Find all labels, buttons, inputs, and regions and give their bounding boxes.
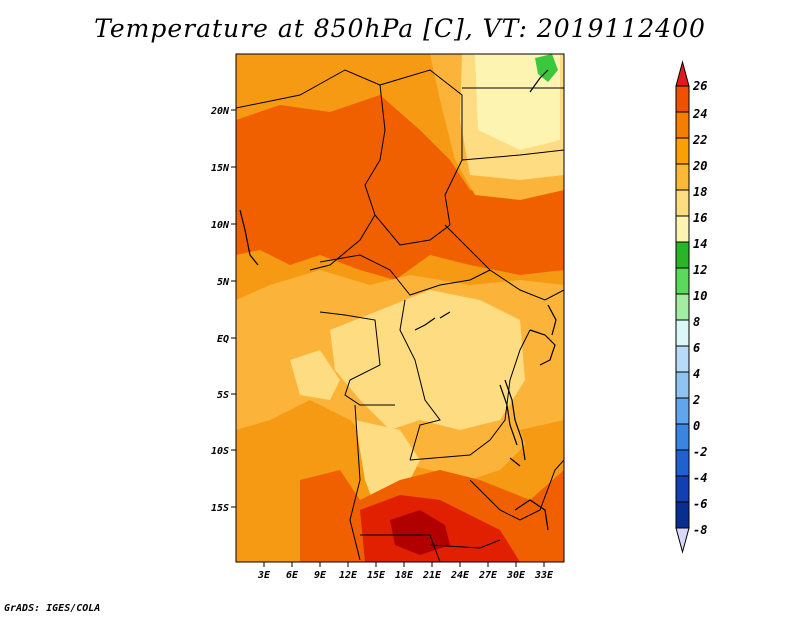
colorbar-segment xyxy=(675,293,690,321)
lat-label: 5N xyxy=(217,277,230,288)
colorbar-bottom-arrow xyxy=(675,527,690,554)
lon-label: 27E xyxy=(478,570,498,581)
colorbar-label: 6 xyxy=(693,341,700,355)
colorbar-segment xyxy=(675,371,690,399)
lat-label: 15S xyxy=(211,503,229,514)
colorbar-label: 0 xyxy=(693,419,700,433)
map-ticks xyxy=(231,109,545,567)
lon-label: 33E xyxy=(534,570,554,581)
colorbar-segment xyxy=(675,111,690,139)
colorbar-segment xyxy=(675,319,690,347)
colorbar-segment xyxy=(675,449,690,477)
lon-label: 6E xyxy=(286,570,299,581)
colorbar-label: -6 xyxy=(693,497,707,511)
colorbar xyxy=(675,60,690,554)
colorbar-labels: 26 24 22 20 18 16 14 12 10 8 6 4 2 0 -2 … xyxy=(692,79,707,537)
colorbar-label: 4 xyxy=(693,367,700,381)
lon-label: 30E xyxy=(506,570,526,581)
colorbar-label: 10 xyxy=(693,289,707,303)
map-frame xyxy=(235,53,565,563)
colorbar-label: 16 xyxy=(693,211,707,225)
colorbar-label: 12 xyxy=(693,263,707,277)
field-16-18-westcoast xyxy=(290,350,340,400)
lat-label: 10S xyxy=(211,446,229,457)
field-14-16-northeast xyxy=(475,54,560,150)
colorbar-label: 26 xyxy=(692,79,707,93)
field-20-22-southeast xyxy=(520,420,564,480)
lat-label: 5S xyxy=(217,390,229,401)
colorbar-label: -4 xyxy=(693,471,707,485)
colorbar-label: 22 xyxy=(692,133,707,147)
field-22-24-north xyxy=(236,95,564,280)
lon-label: 15E xyxy=(367,570,386,581)
colorbar-segment xyxy=(675,397,690,425)
colorbar-segment xyxy=(675,501,690,529)
colorbar-label: -2 xyxy=(693,445,707,459)
lon-label: 12E xyxy=(339,570,358,581)
lon-label: 21E xyxy=(422,570,442,581)
field-26-core xyxy=(390,510,450,555)
lat-label: EQ xyxy=(217,334,229,345)
colorbar-label: 8 xyxy=(693,315,700,329)
lakes-coastline xyxy=(239,69,557,531)
lon-label: 18E xyxy=(395,570,414,581)
colorbar-label: 2 xyxy=(692,393,700,407)
colorbar-segment xyxy=(675,423,690,451)
lat-label: 10N xyxy=(211,220,230,231)
lat-label: 20N xyxy=(210,106,230,117)
colorbar-top-arrow xyxy=(675,60,690,87)
colorbar-label: 18 xyxy=(693,185,707,199)
field-16-18-central xyxy=(330,290,525,430)
lon-label: 9E xyxy=(314,570,327,581)
grads-credit: GrADS: IGES/COLA xyxy=(4,603,101,614)
country-borders xyxy=(236,69,564,562)
colorbar-segment xyxy=(675,345,690,373)
colorbar-label: 24 xyxy=(692,107,707,121)
lat-label: 15N xyxy=(211,163,230,174)
colorbar-segment xyxy=(675,215,690,243)
field-green-patch xyxy=(535,54,558,82)
colorbar-segment xyxy=(675,189,690,217)
lon-label: 24E xyxy=(450,570,470,581)
colorbar-segment xyxy=(675,137,690,165)
colorbar-segment xyxy=(675,85,690,113)
map-title: Temperature at 850hPa [C], VT: 201911240… xyxy=(94,14,706,43)
colorbar-segment xyxy=(675,163,690,191)
colorbar-label: -8 xyxy=(693,523,707,537)
colorbar-segment xyxy=(675,241,690,269)
colorbar-segment xyxy=(675,267,690,295)
temperature-field xyxy=(236,54,564,562)
lon-label: 3E xyxy=(257,570,271,581)
colorbar-segment xyxy=(675,475,690,503)
colorbar-label: 14 xyxy=(693,237,707,251)
colorbar-label: 20 xyxy=(692,159,707,173)
